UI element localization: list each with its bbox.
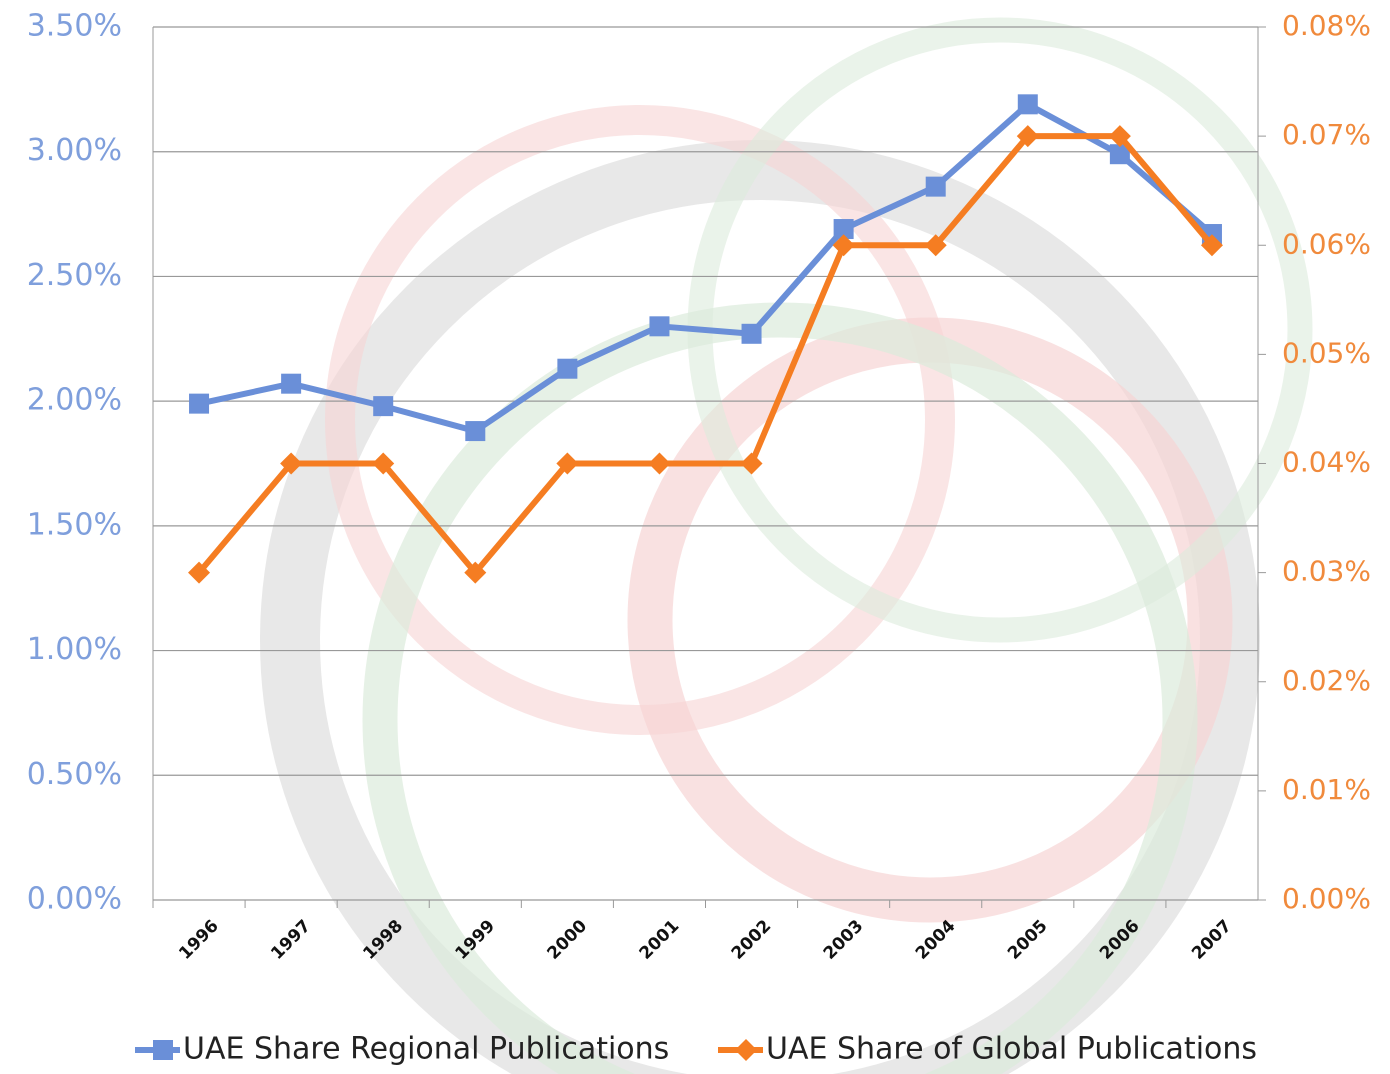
data-point bbox=[649, 316, 669, 336]
y-tick-label: 2.50% bbox=[27, 258, 122, 293]
y2-tick-label: 0.07% bbox=[1282, 118, 1371, 151]
data-point bbox=[926, 177, 946, 197]
x-tick-label: 2004 bbox=[912, 916, 960, 964]
y2-tick-label: 0.05% bbox=[1282, 336, 1371, 369]
x-tick-label: 1997 bbox=[267, 916, 315, 964]
data-point bbox=[465, 421, 485, 441]
y-tick-label: 0.00% bbox=[27, 882, 122, 917]
x-tick-label: 1996 bbox=[175, 916, 223, 964]
legend-marker bbox=[735, 1039, 757, 1061]
y-tick-label: 0.50% bbox=[27, 757, 122, 792]
y2-tick-label: 0.00% bbox=[1282, 882, 1371, 915]
y-tick-label: 1.50% bbox=[27, 507, 122, 542]
x-tick-label: 2001 bbox=[636, 916, 684, 964]
chart: 0.00% 0.50% 1.00% 1.50% 2.00% 2.50% 3.00% 3.50%… bbox=[0, 0, 1390, 1074]
background-rings bbox=[290, 30, 1300, 1074]
data-point bbox=[373, 396, 393, 416]
x-tick-label: 2002 bbox=[728, 916, 776, 964]
data-point bbox=[742, 324, 762, 344]
data-point bbox=[281, 374, 301, 394]
data-point bbox=[189, 394, 209, 414]
y-tick-label: 1.00% bbox=[27, 632, 122, 667]
x-tick-label: 2005 bbox=[1004, 916, 1052, 964]
y-tick-label: 2.00% bbox=[27, 383, 122, 418]
y2-tick-label: 0.01% bbox=[1282, 773, 1371, 806]
x-tick-label: 2007 bbox=[1188, 916, 1236, 964]
y-tick-label: 3.50% bbox=[27, 9, 122, 44]
legend-marker bbox=[153, 1040, 173, 1060]
y-tick-label: 3.00% bbox=[27, 133, 122, 168]
y2-tick-label: 0.04% bbox=[1282, 446, 1371, 479]
y2-tick-label: 0.02% bbox=[1282, 664, 1371, 697]
data-point bbox=[557, 359, 577, 379]
y2-tick-label: 0.03% bbox=[1282, 555, 1371, 588]
x-tick-label: 2003 bbox=[820, 916, 868, 964]
legend-label: UAE Share Regional Publications bbox=[183, 1032, 669, 1067]
y2-tick-label: 0.08% bbox=[1282, 9, 1371, 42]
data-point bbox=[1018, 94, 1038, 114]
legend-label: UAE Share of Global Publications bbox=[766, 1032, 1257, 1067]
y2-tick-label: 0.06% bbox=[1282, 227, 1371, 260]
x-tick-label: 2000 bbox=[544, 916, 592, 964]
